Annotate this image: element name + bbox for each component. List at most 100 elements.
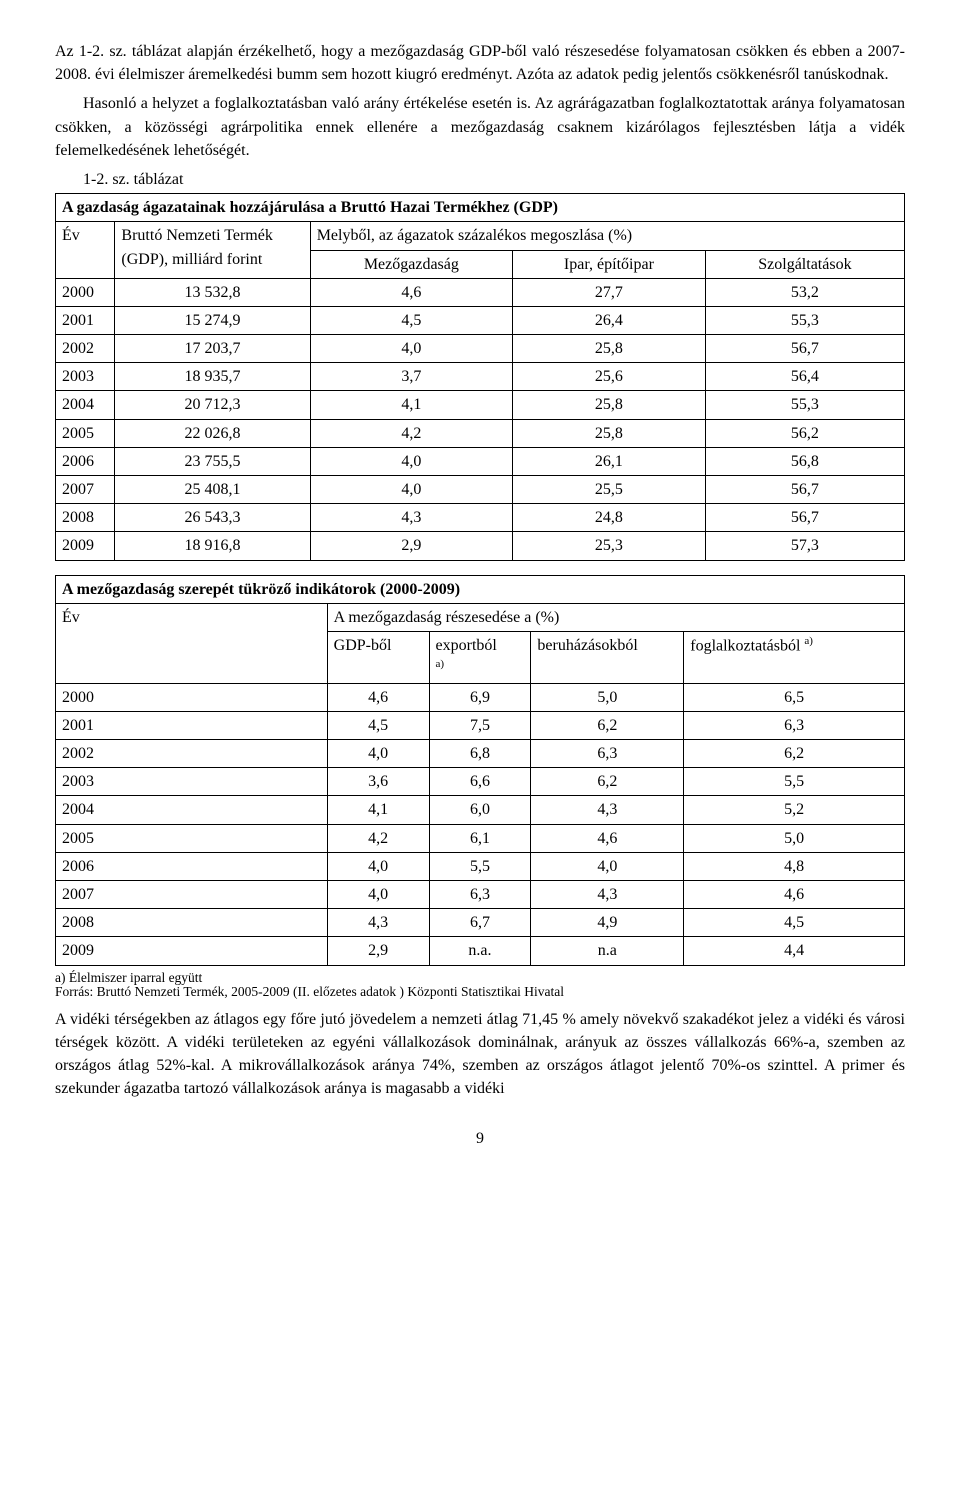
t2-head-gdp: GDP-ből	[327, 631, 429, 683]
cell-gdp: 4,3	[327, 909, 429, 937]
table1-title: A gazdaság ágazatainak hozzájárulása a B…	[56, 194, 905, 222]
cell-year: 2009	[56, 532, 115, 560]
table-row: 200217 203,74,025,856,7	[56, 335, 905, 363]
cell-export: 6,9	[429, 683, 531, 711]
table-row: 200318 935,73,725,656,4	[56, 363, 905, 391]
t1-head-year: Év	[56, 222, 115, 278]
t2-head-inv-label: beruházásokból	[537, 637, 637, 654]
cell-export: 6,1	[429, 824, 531, 852]
cell-gdp: 4,6	[327, 683, 429, 711]
cell-agri: 4,3	[310, 504, 512, 532]
table-row: 200013 532,84,627,753,2	[56, 278, 905, 306]
cell-employ: 5,0	[684, 824, 905, 852]
cell-year: 2008	[56, 909, 328, 937]
cell-export: 6,7	[429, 909, 531, 937]
table-row: 20033,66,66,25,5	[56, 768, 905, 796]
table-row: 200420 712,34,125,855,3	[56, 391, 905, 419]
table-row: 200623 755,54,026,156,8	[56, 447, 905, 475]
cell-srv: 55,3	[705, 391, 904, 419]
cell-gdp: 18 935,7	[115, 363, 310, 391]
cell-employ: 5,5	[684, 768, 905, 796]
table-row: 200115 274,94,526,455,3	[56, 306, 905, 334]
cell-gdp: 4,5	[327, 711, 429, 739]
cell-year: 2009	[56, 937, 328, 965]
table-row: 20014,57,56,26,3	[56, 711, 905, 739]
cell-ind: 25,3	[513, 532, 706, 560]
cell-year: 2003	[56, 363, 115, 391]
cell-year: 2005	[56, 824, 328, 852]
cell-agri: 4,2	[310, 419, 512, 447]
cell-srv: 56,4	[705, 363, 904, 391]
t1-head-ind: Ipar, építőipar	[513, 250, 706, 278]
cell-ind: 25,5	[513, 476, 706, 504]
cell-srv: 56,8	[705, 447, 904, 475]
cell-srv: 56,2	[705, 419, 904, 447]
cell-agri: 4,0	[310, 447, 512, 475]
cell-export: 7,5	[429, 711, 531, 739]
cell-gdp: 4,2	[327, 824, 429, 852]
cell-year: 2001	[56, 711, 328, 739]
t1-head-srv: Szolgáltatások	[705, 250, 904, 278]
cell-export: 6,6	[429, 768, 531, 796]
cell-export: 6,3	[429, 880, 531, 908]
cell-year: 2006	[56, 447, 115, 475]
cell-invest: 5,0	[531, 683, 684, 711]
t1-head-agri: Mezőgazdaság	[310, 250, 512, 278]
page-number: 9	[55, 1127, 905, 1150]
t2-head-export: exportból a)	[429, 631, 531, 683]
table-row: 20064,05,54,04,8	[56, 852, 905, 880]
cell-year: 2006	[56, 852, 328, 880]
cell-gdp: 23 755,5	[115, 447, 310, 475]
cell-agri: 4,6	[310, 278, 512, 306]
cell-year: 2003	[56, 768, 328, 796]
cell-invest: 4,3	[531, 796, 684, 824]
cell-invest: 4,6	[531, 824, 684, 852]
cell-year: 2008	[56, 504, 115, 532]
table-row: 20092,9n.a.n.a4,4	[56, 937, 905, 965]
cell-agri: 3,7	[310, 363, 512, 391]
t1-head-gdp: Bruttó Nemzeti Termék (GDP), milliárd fo…	[115, 222, 310, 278]
t2-head-share: A mezőgazdaság részesedése a (%)	[327, 603, 904, 631]
cell-gdp: 2,9	[327, 937, 429, 965]
cell-year: 2007	[56, 880, 328, 908]
cell-invest: 4,9	[531, 909, 684, 937]
cell-srv: 56,7	[705, 504, 904, 532]
cell-ind: 27,7	[513, 278, 706, 306]
cell-employ: 4,5	[684, 909, 905, 937]
cell-export: 6,0	[429, 796, 531, 824]
cell-agri: 4,1	[310, 391, 512, 419]
cell-gdp: 13 532,8	[115, 278, 310, 306]
cell-export: n.a.	[429, 937, 531, 965]
cell-ind: 26,4	[513, 306, 706, 334]
cell-gdp: 18 916,8	[115, 532, 310, 560]
t2-head-emp: foglalkoztatásból a)	[684, 631, 905, 683]
cell-srv: 55,3	[705, 306, 904, 334]
cell-ind: 25,6	[513, 363, 706, 391]
cell-srv: 56,7	[705, 335, 904, 363]
table-row: 200725 408,14,025,556,7	[56, 476, 905, 504]
cell-gdp: 22 026,8	[115, 419, 310, 447]
cell-srv: 57,3	[705, 532, 904, 560]
cell-year: 2002	[56, 335, 115, 363]
cell-employ: 4,8	[684, 852, 905, 880]
table-gdp-sectors: A gazdaság ágazatainak hozzájárulása a B…	[55, 193, 905, 560]
cell-invest: 6,2	[531, 768, 684, 796]
cell-year: 2005	[56, 419, 115, 447]
cell-ind: 26,1	[513, 447, 706, 475]
paragraph-3: A vidéki térségekben az átlagos egy főre…	[55, 1008, 905, 1101]
t2-head-year: Év	[56, 603, 328, 683]
cell-agri: 4,0	[310, 476, 512, 504]
cell-gdp: 4,0	[327, 740, 429, 768]
table1-caption: 1-2. sz. táblázat	[83, 168, 905, 191]
t2-head-inv: beruházásokból	[531, 631, 684, 683]
cell-gdp: 25 408,1	[115, 476, 310, 504]
t2-head-export-sup: a)	[436, 658, 445, 670]
t2-head-emp-sup: a)	[804, 635, 813, 647]
cell-ind: 24,8	[513, 504, 706, 532]
cell-agri: 4,5	[310, 306, 512, 334]
cell-employ: 4,6	[684, 880, 905, 908]
t2-head-export-label: exportból	[436, 637, 497, 654]
cell-export: 6,8	[429, 740, 531, 768]
cell-ind: 25,8	[513, 419, 706, 447]
table-row: 200522 026,84,225,856,2	[56, 419, 905, 447]
